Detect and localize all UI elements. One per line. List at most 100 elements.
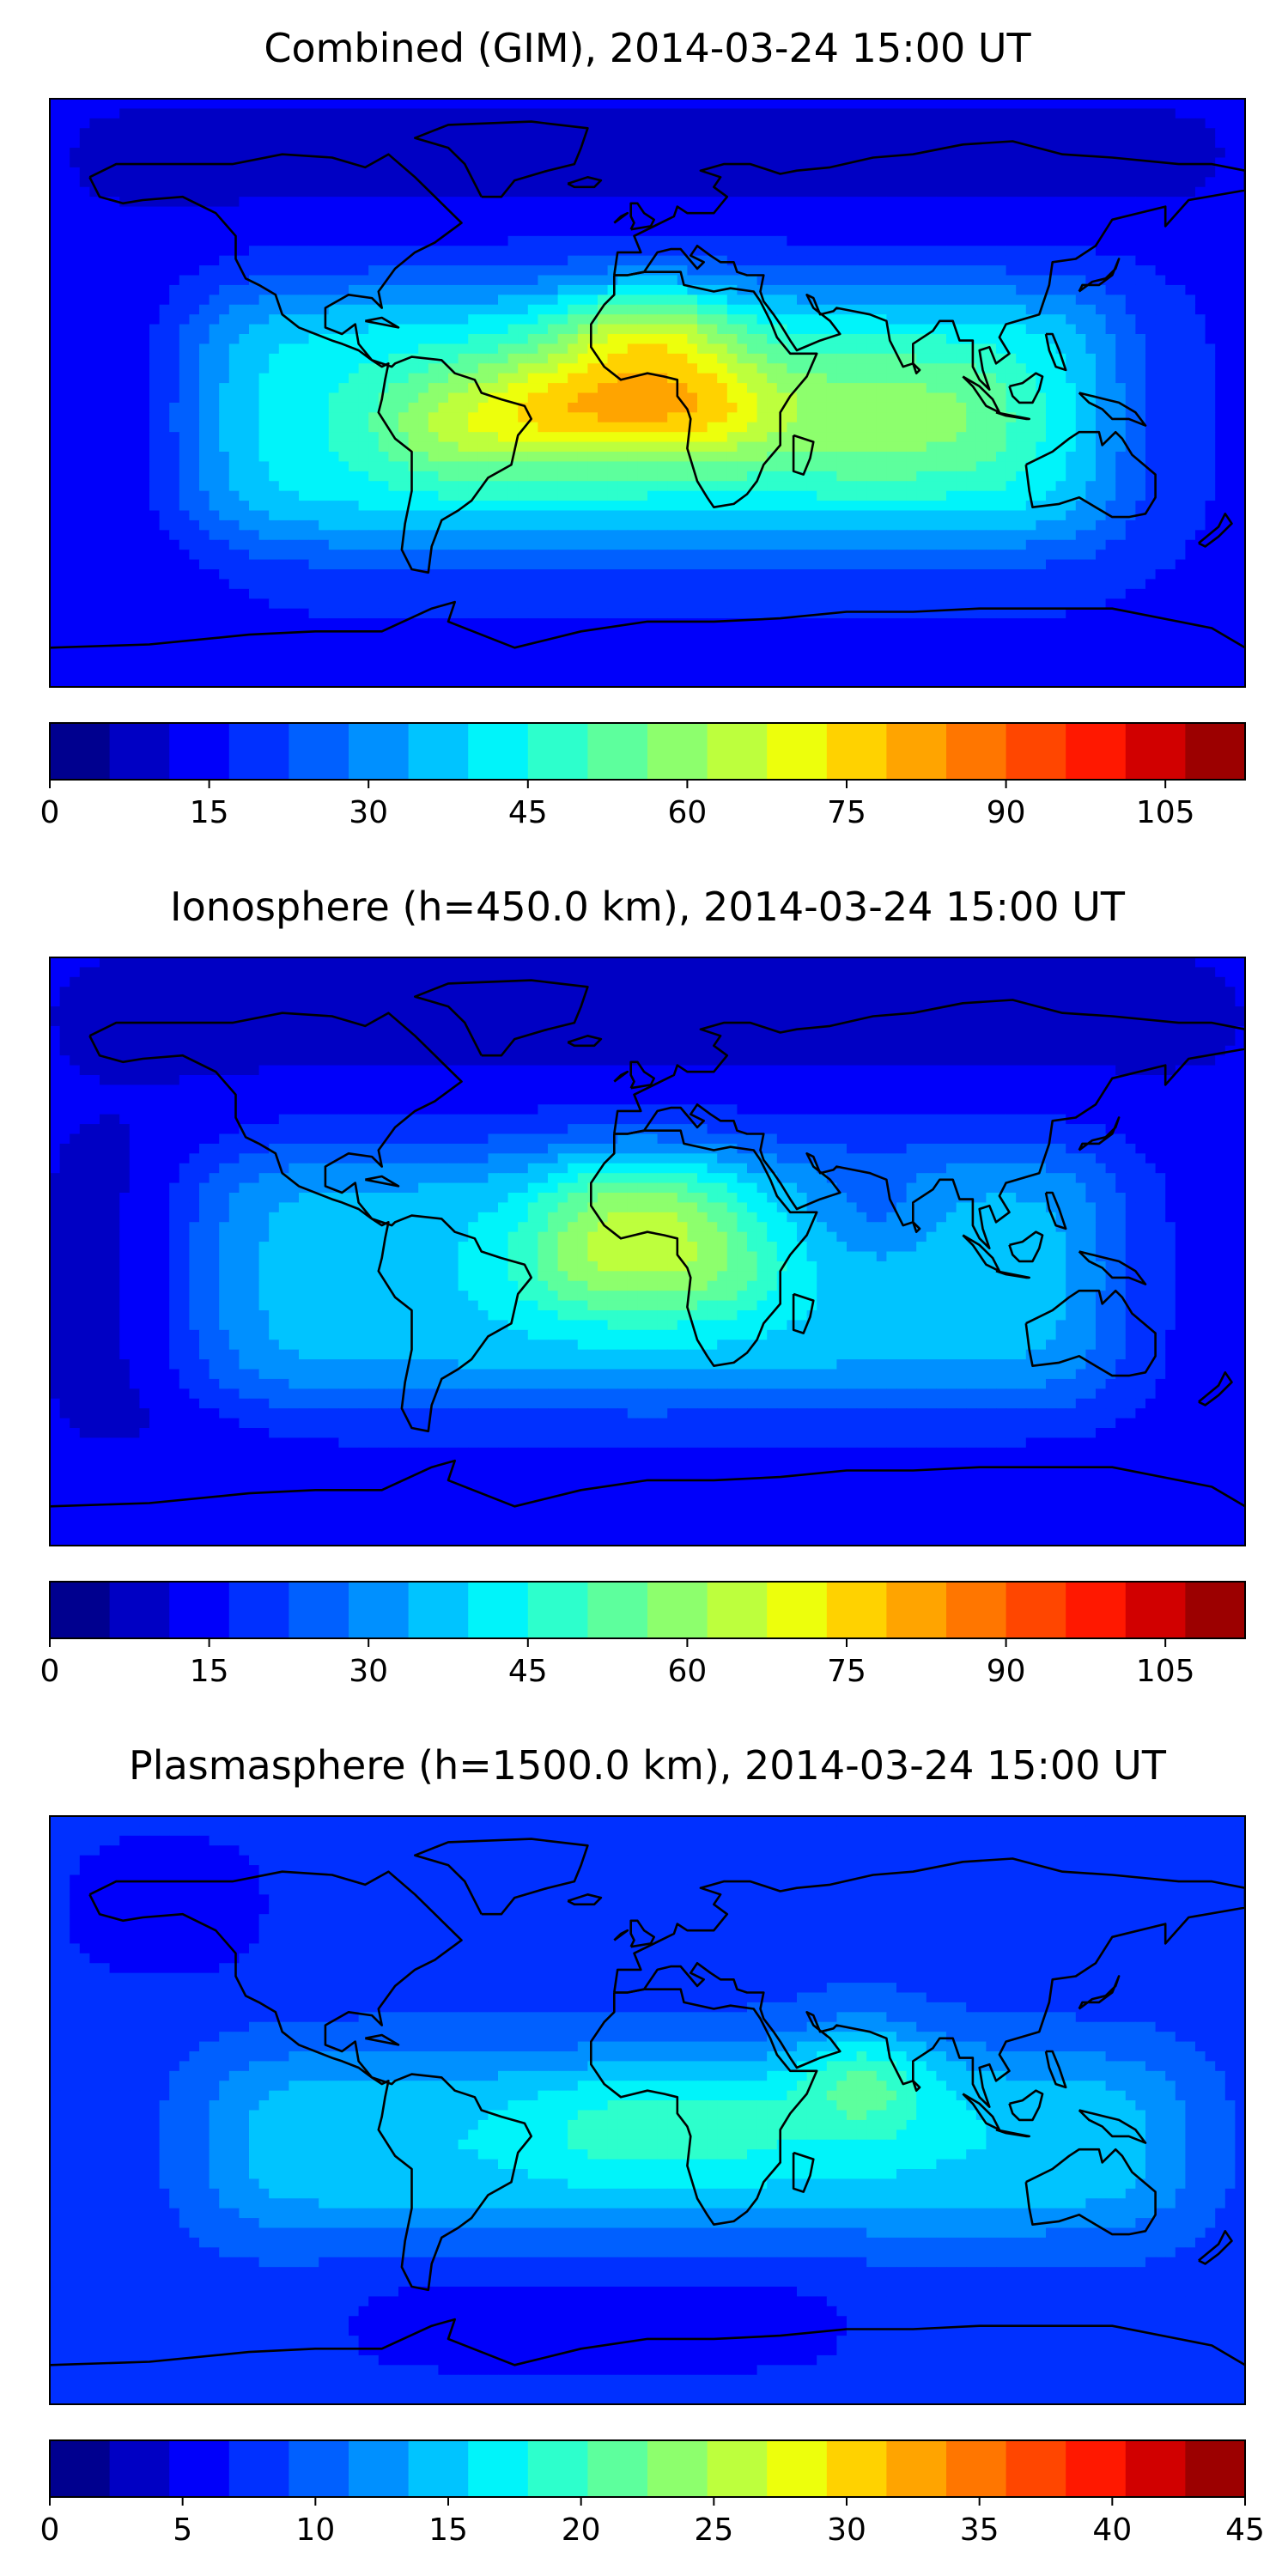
heatmap-cell: [408, 246, 419, 257]
heatmap-cell: [477, 167, 489, 178]
heatmap-cell: [209, 422, 220, 433]
heatmap-cell: [617, 197, 629, 208]
heatmap-cell: [418, 226, 429, 237]
heatmap-cell: [477, 137, 489, 149]
heatmap-cell: [458, 304, 469, 315]
heatmap-cell: [617, 324, 629, 335]
heatmap-cell: [627, 461, 638, 472]
heatmap-cell: [109, 452, 120, 463]
heatmap-cell: [179, 246, 190, 257]
heatmap-cell: [667, 353, 678, 364]
heatmap-cell: [209, 255, 220, 266]
heatmap-cell: [1085, 304, 1097, 315]
heatmap-cell: [228, 128, 240, 139]
heatmap-cell: [289, 235, 300, 246]
heatmap-cell: [747, 295, 758, 306]
heatmap-cell: [1205, 383, 1216, 394]
heatmap-cell: [189, 255, 200, 266]
heatmap-cell: [1105, 481, 1116, 492]
heatmap-cell: [956, 304, 967, 315]
heatmap-cell: [717, 481, 728, 492]
heatmap-cell: [1115, 275, 1127, 286]
heatmap-cell: [598, 334, 609, 345]
heatmap-cell: [607, 275, 618, 286]
heatmap-cell: [966, 353, 977, 364]
heatmap-cell: [767, 501, 778, 512]
heatmap-cell: [667, 471, 678, 482]
heatmap-cell: [1115, 118, 1127, 129]
heatmap-cell: [1066, 412, 1077, 423]
heatmap-cell: [548, 206, 559, 217]
heatmap-cell: [896, 275, 908, 286]
heatmap-cell: [747, 304, 758, 315]
heatmap-cell: [926, 265, 937, 276]
heatmap-cell: [847, 432, 858, 443]
heatmap-cell: [289, 137, 300, 149]
heatmap-cell: [468, 471, 479, 482]
heatmap-cell: [1125, 353, 1136, 364]
heatmap-cell: [627, 481, 638, 492]
heatmap-cell: [657, 197, 668, 208]
heatmap-cell: [199, 461, 210, 472]
heatmap-cell: [1025, 246, 1036, 257]
heatmap-cell: [189, 157, 200, 168]
heatmap-cell: [258, 167, 270, 178]
heatmap-cell: [239, 304, 250, 315]
heatmap-cell: [169, 157, 180, 168]
heatmap-cell: [338, 304, 349, 315]
heatmap-cell: [726, 295, 738, 306]
heatmap-cell: [906, 402, 917, 413]
heatmap-cell: [886, 167, 897, 178]
heatmap-cell: [1175, 461, 1186, 472]
heatmap-cell: [59, 118, 70, 129]
heatmap-cell: [527, 148, 538, 159]
heatmap-cell: [797, 412, 808, 423]
heatmap-cell: [269, 128, 280, 139]
heatmap-cell: [1155, 452, 1166, 463]
heatmap-cell: [477, 412, 489, 423]
heatmap-cell: [657, 353, 668, 364]
heatmap-cell: [448, 157, 459, 168]
heatmap-cell: [1175, 284, 1186, 295]
heatmap-cell: [866, 177, 878, 188]
heatmap-cell: [308, 452, 319, 463]
heatmap-cell: [568, 383, 579, 394]
heatmap-cell: [826, 226, 837, 237]
heatmap-cell: [518, 441, 529, 453]
heatmap-cell: [139, 353, 150, 364]
heatmap-cell: [498, 334, 509, 345]
heatmap-cell: [358, 255, 369, 266]
heatmap-cell: [617, 177, 629, 188]
heatmap-cell: [209, 304, 220, 315]
heatmap-cell: [278, 432, 289, 443]
heatmap-cell: [1145, 422, 1157, 433]
heatmap-cell: [1055, 373, 1066, 384]
heatmap-cell: [319, 392, 330, 404]
heatmap-cell: [59, 373, 70, 384]
heatmap-cell: [468, 363, 479, 374]
heatmap-cell: [936, 363, 947, 374]
heatmap-cell: [627, 284, 638, 295]
heatmap-cell: [577, 197, 588, 208]
heatmap-cell: [358, 265, 369, 276]
heatmap-cell: [776, 471, 787, 482]
heatmap-cell: [1145, 255, 1157, 266]
heatmap-cell: [398, 363, 410, 374]
heatmap-cell: [936, 412, 947, 423]
heatmap-cell: [577, 343, 588, 355]
heatmap-cell: [1215, 177, 1226, 188]
heatmap-cell: [817, 481, 828, 492]
heatmap-cell: [408, 118, 419, 129]
heatmap-cell: [378, 275, 389, 286]
heatmap-cell: [886, 137, 897, 149]
heatmap-cell: [1205, 452, 1216, 463]
heatmap-cell: [219, 186, 230, 197]
heatmap-cell: [518, 501, 529, 512]
heatmap-cell: [996, 275, 1007, 286]
heatmap-cell: [209, 441, 220, 453]
heatmap-cell: [826, 471, 837, 482]
heatmap-cell: [299, 235, 310, 246]
heatmap-cell: [199, 304, 210, 315]
heatmap-cell: [1215, 452, 1226, 463]
heatmap-cell: [806, 490, 817, 501]
